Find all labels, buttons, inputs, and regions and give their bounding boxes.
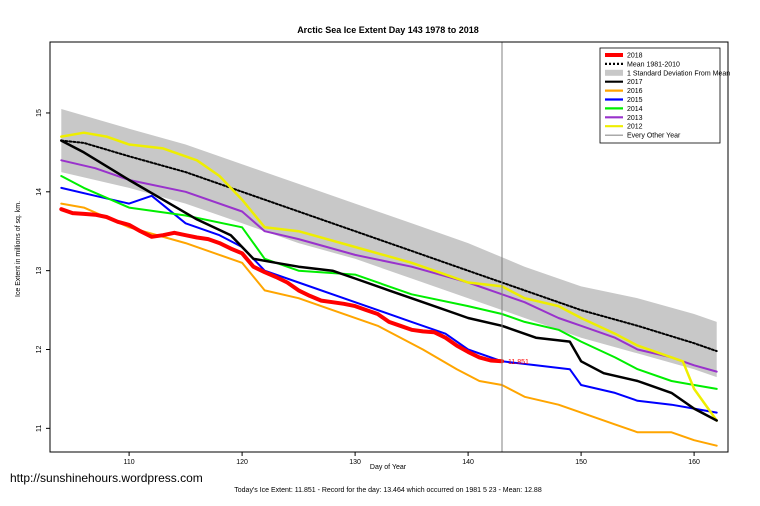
series-line-2014 bbox=[60, 175, 718, 390]
y-tick-label: 15 bbox=[36, 109, 43, 117]
legend-swatch bbox=[605, 69, 623, 76]
chart-title: Arctic Sea Ice Extent Day 143 1978 to 20… bbox=[297, 25, 479, 35]
axes: 110 120 130 140 150 160 11 12 13 14 15 bbox=[36, 41, 729, 466]
y-tick-label: 14 bbox=[36, 188, 43, 196]
x-tick-label: 120 bbox=[236, 459, 248, 466]
series-line-2016 bbox=[60, 202, 718, 447]
website-credit: http://sunshinehours.wordpress.com bbox=[10, 471, 203, 485]
y-tick-label: 13 bbox=[36, 267, 43, 275]
x-axis-label: Day of Year bbox=[370, 464, 407, 471]
series-line-mean-1981-2010 bbox=[60, 139, 718, 353]
legend-label: 2013 bbox=[627, 115, 643, 122]
y-tick-label: 12 bbox=[36, 346, 43, 354]
legend-label: 2016 bbox=[627, 88, 643, 95]
plot-frame bbox=[49, 41, 729, 453]
series-line-2018 bbox=[59, 207, 504, 364]
series-line-2017 bbox=[60, 139, 718, 422]
legend-label: 2017 bbox=[627, 79, 643, 86]
plot-content bbox=[59, 42, 718, 452]
plot-area: 11.851 bbox=[59, 42, 718, 452]
legend-label: Every Other Year bbox=[627, 133, 681, 140]
x-tick-label: 130 bbox=[349, 459, 361, 466]
series-line-2015 bbox=[60, 186, 718, 414]
legend-label: Mean 1981-2010 bbox=[627, 61, 680, 68]
y-axis-label: Ice Extent in millions of sq. km. bbox=[15, 201, 22, 297]
series-line-2012 bbox=[60, 131, 718, 422]
legend-label: 2012 bbox=[627, 124, 643, 131]
y-tick-label: 11 bbox=[36, 425, 43, 432]
legend-label: 2014 bbox=[627, 106, 643, 113]
legend-label: 2018 bbox=[627, 53, 643, 60]
x-tick-label: 110 bbox=[124, 459, 135, 466]
legend-label: 1 Standard Deviation From Mean bbox=[627, 70, 730, 77]
legend-label: 2015 bbox=[627, 97, 643, 104]
end-value-label: 11.851 bbox=[508, 359, 529, 366]
x-tick-label: 140 bbox=[462, 459, 474, 466]
x-tick-label: 150 bbox=[575, 459, 587, 466]
x-tick-label: 160 bbox=[688, 459, 700, 466]
footnote: Today's Ice Extent: 11.851 - Record for … bbox=[234, 487, 542, 494]
